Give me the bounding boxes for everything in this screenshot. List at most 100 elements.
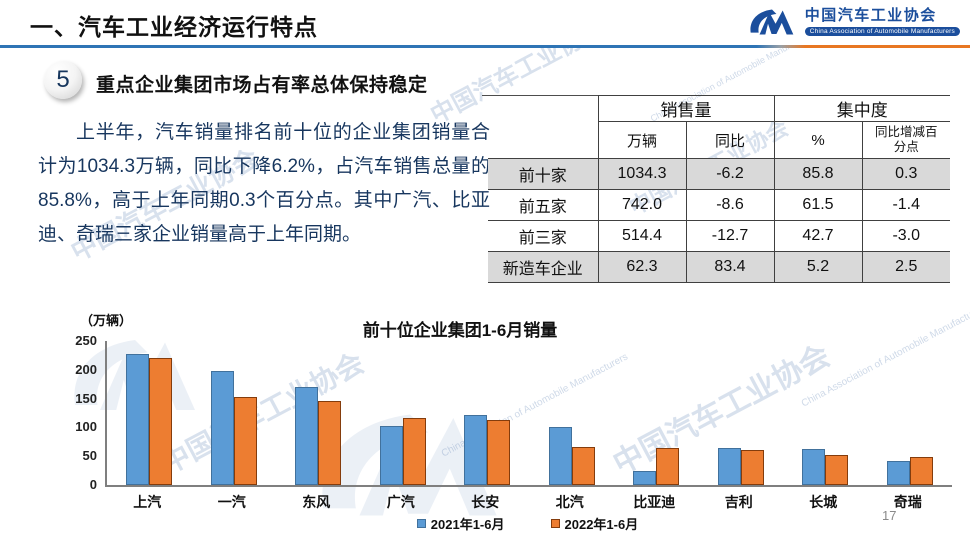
bar-group [379,341,426,485]
category-label: 东风 [302,494,331,510]
legend-swatch-icon [550,519,560,528]
bar-series0-cat5 [548,427,572,485]
bar-series1-cat8 [825,455,849,485]
table-row: 前五家 742.0 -8.6 61.5 -1.4 [488,189,950,221]
category-label: 广汽 [386,494,415,510]
table-row: 新造车企业 62.3 83.4 5.2 2.5 [488,251,950,283]
cell-value: 83.4 [685,251,775,283]
section-title: 一、汽车工业经济运行特点 [30,14,318,40]
cell-value: -12.7 [685,220,775,252]
bar-series1-cat3 [402,418,426,485]
bar-series0-cat8 [802,449,826,485]
bar-series0-cat7 [717,448,741,485]
bar-series0-cat4 [464,415,488,485]
bar-series1-cat1 [233,397,257,485]
caam-logo: 中国汽车工业协会 China Association of Automobile… [745,6,960,38]
column-header-unit: 万辆 [598,121,687,159]
summary-paragraph: 上半年，汽车销量排名前十位的企业集团销量合计为1034.3万辆，同比下降6.2%… [38,122,490,245]
category-label: 一汽 [217,494,246,510]
table-row: 前三家 514.4 -12.7 42.7 -3.0 [488,220,950,252]
bar-series0-cat3 [379,425,403,485]
bar-series0-cat0 [126,354,150,485]
bar-series1-cat2 [318,400,342,485]
legend-item-series1: 2022年1-6月 [550,514,639,533]
market-share-table: 销售量 集中度 万辆 同比 % 同比增减百分点 前十家 1034.3 -6.2 85.… [488,95,950,283]
row-label: 新造车企业 [488,251,599,283]
legend-item-series0: 2021年1-6月 [416,514,505,533]
column-group-sales: 销售量 [597,95,775,122]
cell-value: -8.6 [685,189,775,221]
cell-value: 0.3 [861,158,950,190]
plot-area [105,341,952,487]
category-label: 长安 [471,494,500,510]
bar-group [886,341,933,485]
category-label: 比亚迪 [633,494,676,510]
cell-value: 42.7 [773,220,863,252]
category-label: 上汽 [133,494,162,510]
point-number-badge: 5 [44,61,82,99]
bar-series0-cat2 [295,387,319,485]
bar-group [464,341,511,485]
cell-value: 61.5 [773,189,863,221]
bar-series1-cat4 [487,419,511,485]
row-label: 前三家 [488,220,599,252]
bar-group [548,341,595,485]
y-tick-label: 100 [75,419,97,435]
y-tick-label: 50 [82,448,97,464]
column-group-concentration: 集中度 [773,95,950,122]
y-tick-label: 0 [89,477,97,492]
chart-legend: 2021年1-6月 2022年1-6月 [105,514,950,533]
bar-series0-cat1 [210,371,234,485]
category-label: 北汽 [555,494,584,510]
bar-group [633,341,680,485]
point-title: 重点企业集团市场占有率总体保持稳定 [96,75,428,96]
bar-series1-cat6 [656,447,680,485]
column-header-percent: % [773,121,863,159]
bar-group [210,341,257,485]
point-number: 5 [56,66,70,93]
legend-swatch-icon [416,519,426,528]
x-axis-labels: 上汽 一汽 东风 广汽 长安 北汽 比亚迪 吉利 长城 奇瑞 [105,492,950,512]
bar-series0-cat6 [633,470,657,485]
cell-value: 2.5 [861,251,950,283]
cell-value: 514.4 [597,220,687,252]
y-tick-label: 200 [75,361,97,377]
row-label: 前十家 [488,158,599,190]
cell-value: 62.3 [597,251,687,283]
category-label: 长城 [809,494,838,510]
table-row: 前十家 1034.3 -6.2 85.8 0.3 [488,158,950,190]
row-label: 前五家 [488,189,599,221]
cell-value: -6.2 [685,158,775,190]
bar-series1-cat9 [909,457,933,485]
category-label: 吉利 [724,494,753,510]
bar-group [126,341,173,485]
column-header-yoy: 同比 [685,121,775,159]
cell-value: 742.0 [597,189,687,221]
bar-series1-cat7 [740,449,764,485]
bar-group [802,341,849,485]
cell-value: -3.0 [861,220,950,252]
cell-value: 5.2 [773,251,863,283]
page-number: 17 [882,508,897,523]
bar-group [295,341,342,485]
header-divider [0,45,970,48]
cell-value: -1.4 [861,189,950,221]
cell-value: 85.8 [773,158,863,190]
bar-group [717,341,764,485]
table-corner-cell [488,95,599,159]
category-label: 奇瑞 [893,494,922,510]
y-tick-label: 250 [75,333,97,348]
legend-label: 2022年1-6月 [564,517,639,532]
column-header-pp-change: 同比增减百分点 [861,121,950,159]
bar-series1-cat0 [149,358,173,485]
bar-series1-cat5 [571,447,595,485]
header-bar: 一、汽车工业经济运行特点 [0,0,970,45]
bar-series0-cat9 [886,460,910,485]
legend-label: 2021年1-6月 [430,517,505,532]
chart-title: 前十位企业集团1-6月销量 [362,321,558,340]
y-tick-label: 150 [75,390,97,406]
caam-logo-mark-icon [750,9,794,35]
y-axis-unit-label: （万辆） [80,313,133,328]
logo-name-en: China Association of Automobile Manufact… [804,26,960,36]
logo-name-cn: 中国汽车工业协会 [804,7,937,25]
